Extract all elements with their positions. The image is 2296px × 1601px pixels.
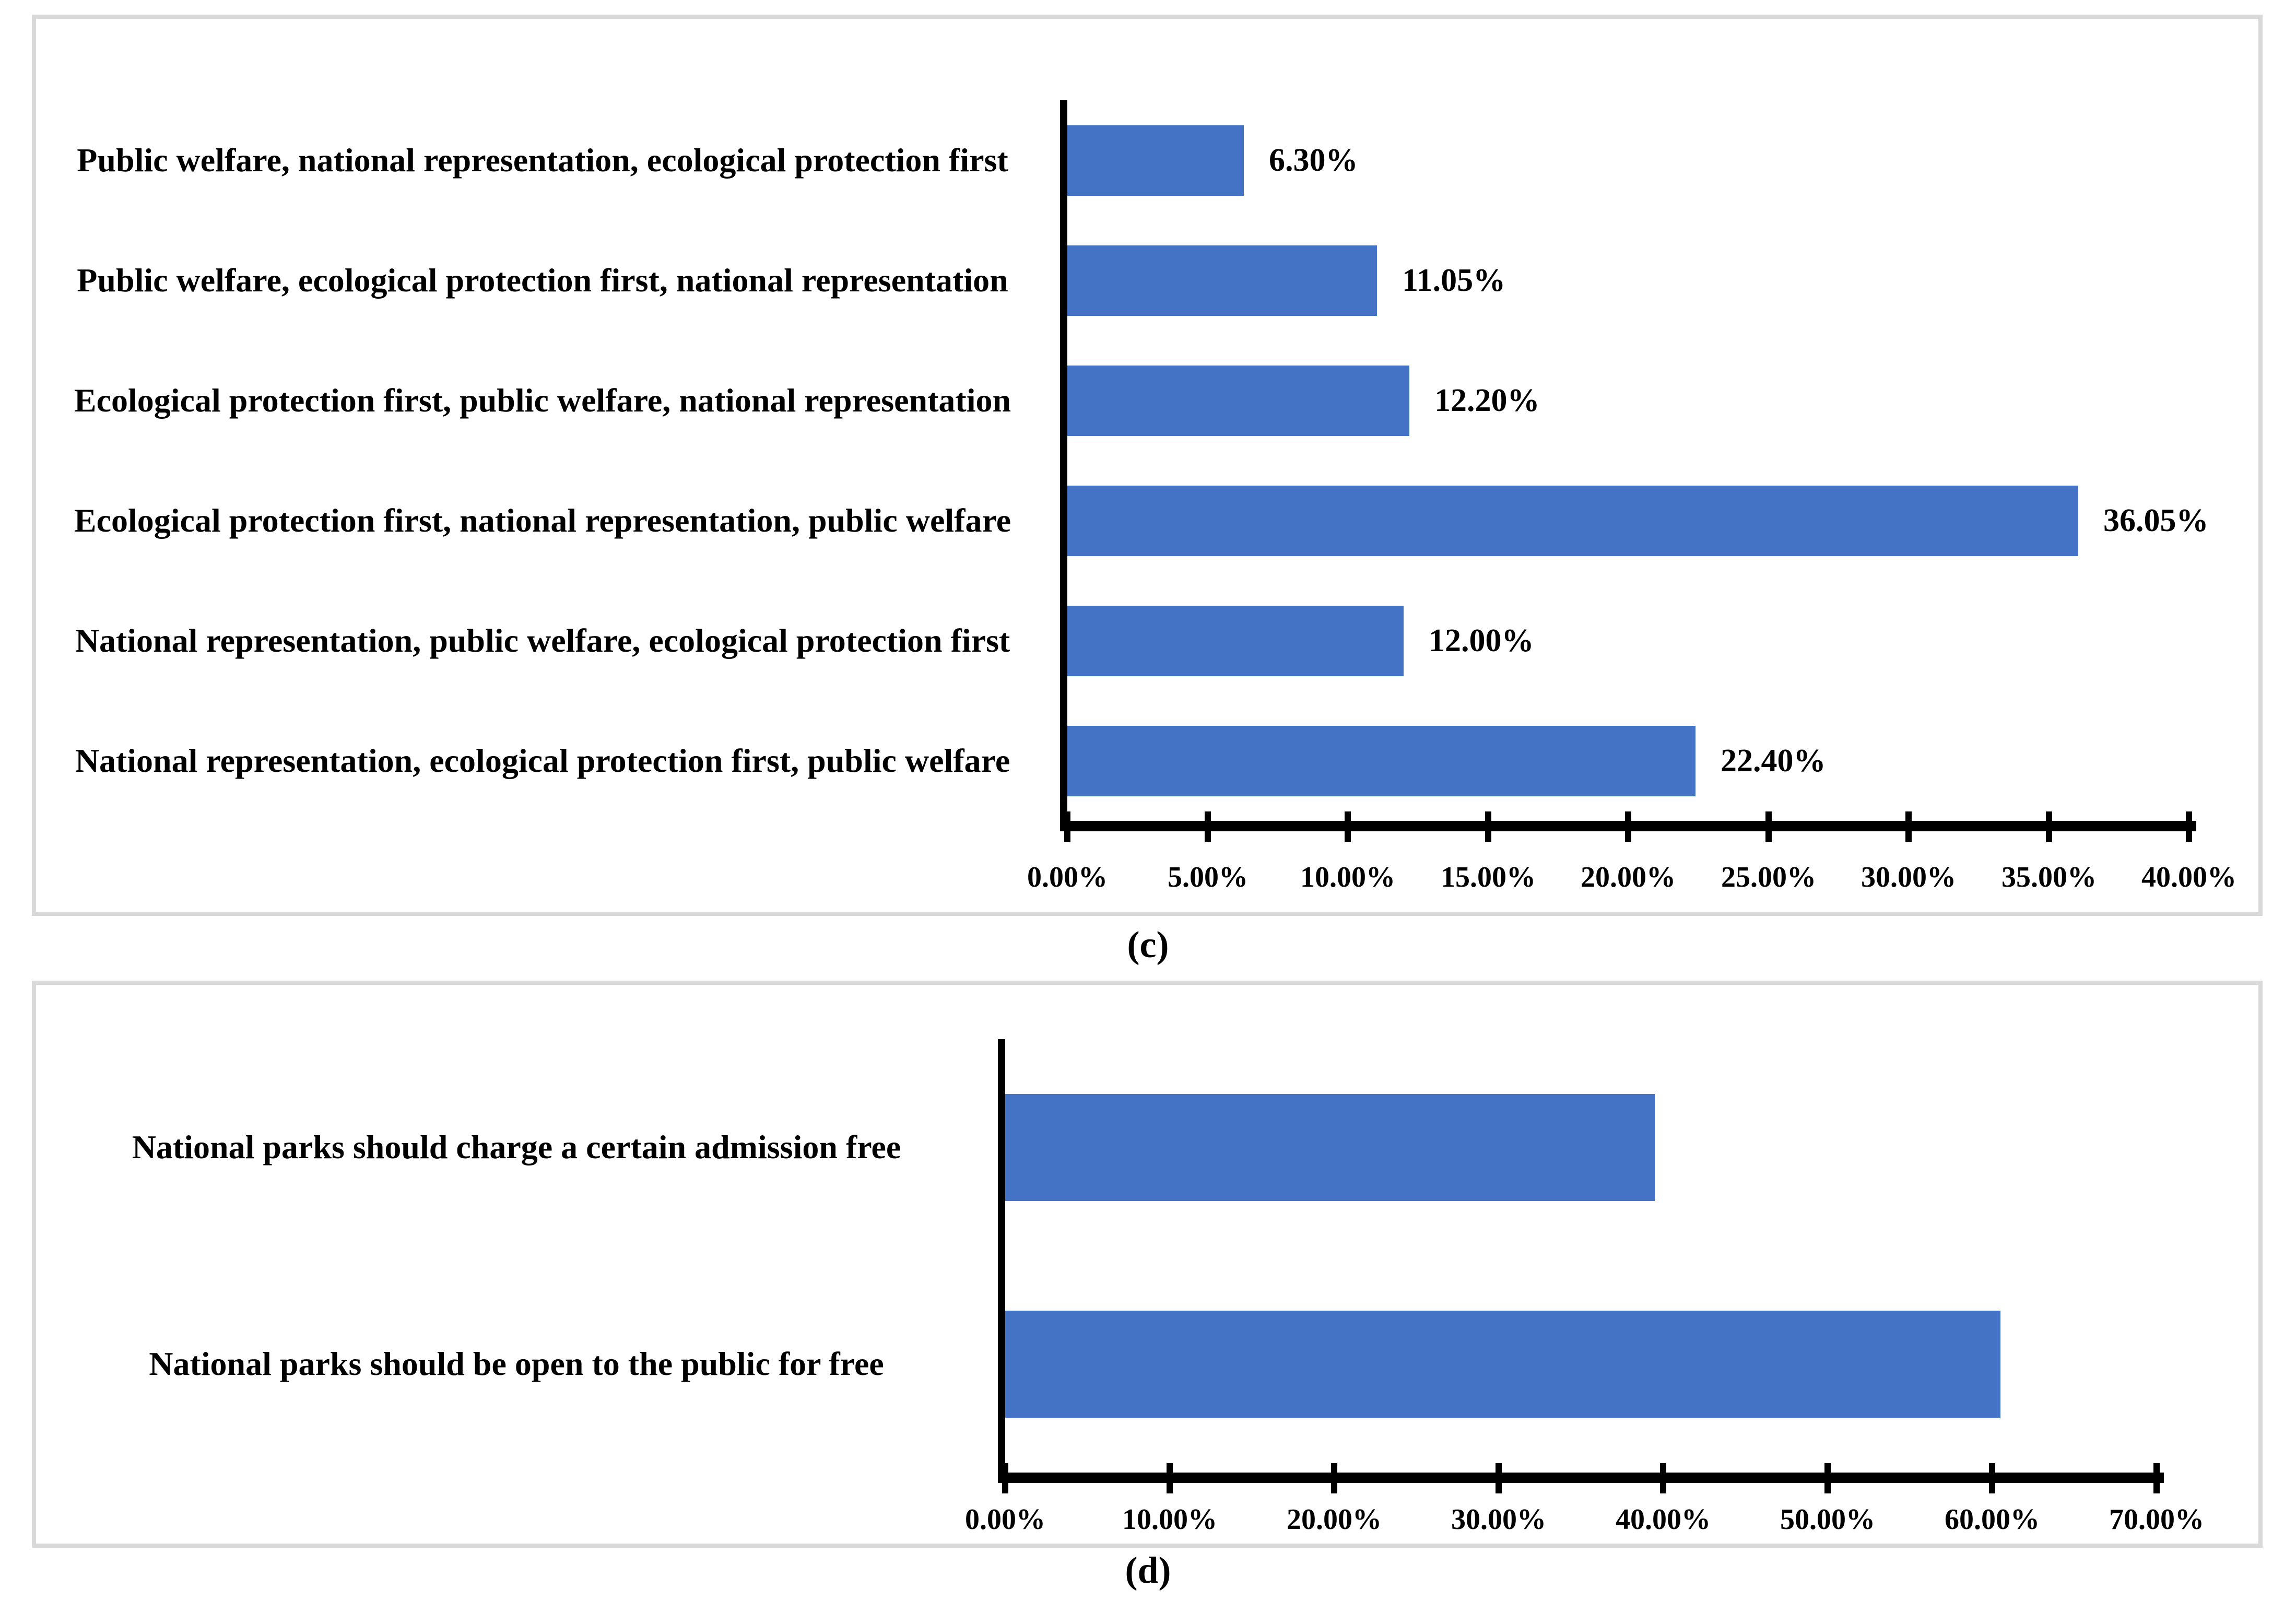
chart-c-panel: Public welfare, national representation,… — [32, 15, 2263, 916]
chart-c-bar-value-label: 12.20% — [1434, 383, 1540, 418]
chart-d-axis-tick-label: 70.00% — [2109, 1503, 2204, 1536]
chart-d-axis-tick-label: 40.00% — [1616, 1503, 1711, 1536]
chart-d-plot-area: National parks should charge a certain a… — [36, 985, 2258, 1544]
chart-c-axis-tick — [1485, 811, 1491, 842]
chart-c-bar-value-label: 12.00% — [1429, 623, 1534, 658]
chart-c-category-label: Ecological protection first, national re… — [74, 501, 1011, 539]
chart-d-axis-tick-label: 50.00% — [1780, 1503, 1875, 1536]
chart-c-axis-tick — [2046, 811, 2052, 842]
chart-d-axis-tick-label: 20.00% — [1287, 1503, 1382, 1536]
chart-c-y-axis — [1060, 100, 1067, 831]
chart-d-axis-tick — [1660, 1463, 1666, 1493]
chart-d-axis-tick — [1824, 1463, 1831, 1493]
chart-d-axis-tick — [1496, 1463, 1502, 1493]
chart-c-axis-tick-label: 10.00% — [1300, 861, 1395, 893]
chart-d-panel: National parks should charge a certain a… — [32, 981, 2263, 1548]
chart-c-axis-tick — [1064, 811, 1070, 842]
chart-c-axis-tick-label: 25.00% — [1721, 861, 1816, 893]
chart-c-axis-tick-label: 35.00% — [2001, 861, 2097, 893]
chart-c-axis-tick — [2186, 811, 2192, 842]
chart-d-category-label: National parks should be open to the pub… — [149, 1345, 884, 1383]
chart-c-bar — [1067, 486, 2078, 556]
chart-d-axis-tick-label: 10.00% — [1122, 1503, 1217, 1536]
chart-c-bar-value-label: 22.40% — [1721, 743, 1826, 779]
chart-d-axis-tick-label: 60.00% — [1945, 1503, 2040, 1536]
chart-c-category-label: Public welfare, ecological protection fi… — [77, 261, 1008, 299]
chart-d-x-axis — [998, 1473, 2164, 1483]
chart-d-axis-tick-label: 30.00% — [1451, 1503, 1546, 1536]
chart-d-axis-tick — [2153, 1463, 2160, 1493]
chart-d-bar — [1005, 1094, 1655, 1201]
chart-c-axis-tick-label: 5.00% — [1168, 861, 1248, 893]
chart-c-bar — [1067, 245, 1377, 316]
chart-c-category-label: National representation, public welfare,… — [75, 621, 1010, 659]
chart-c-axis-tick-label: 30.00% — [1861, 861, 1956, 893]
chart-d-axis-tick — [1002, 1463, 1008, 1493]
chart-c-axis-tick-label: 15.00% — [1441, 861, 1536, 893]
chart-c-category-label: Public welfare, national representation,… — [77, 141, 1008, 179]
chart-c-axis-tick — [1905, 811, 1912, 842]
chart-d-axis-tick — [1331, 1463, 1337, 1493]
chart-d-caption: (d) — [1125, 1549, 1171, 1591]
chart-c-bar-value-label: 11.05% — [1402, 263, 1506, 298]
chart-c-category-label: National representation, ecological prot… — [75, 741, 1010, 779]
chart-d-y-axis — [998, 1039, 1005, 1483]
chart-c-axis-tick-label: 20.00% — [1581, 861, 1676, 893]
chart-c-category-label: Ecological protection first, public welf… — [74, 381, 1011, 419]
chart-d-bar — [1005, 1311, 2000, 1418]
chart-c-axis-tick — [1765, 811, 1772, 842]
chart-c-axis-tick-label: 40.00% — [2141, 861, 2236, 893]
chart-c-bar — [1067, 726, 1695, 796]
chart-d-axis-tick — [1989, 1463, 1995, 1493]
chart-c-plot-area: Public welfare, national representation,… — [36, 19, 2258, 912]
chart-c-axis-tick — [1625, 811, 1631, 842]
chart-c-axis-tick — [1345, 811, 1351, 842]
chart-c-axis-tick-label: 0.00% — [1027, 861, 1108, 893]
chart-c-bar — [1067, 125, 1244, 196]
chart-d-axis-tick-label: 0.00% — [965, 1503, 1045, 1536]
chart-c-bar — [1067, 606, 1404, 676]
chart-c-bar-value-label: 36.05% — [2103, 503, 2209, 538]
chart-c-axis-tick — [1205, 811, 1211, 842]
chart-d-category-label: National parks should charge a certain a… — [132, 1128, 901, 1166]
chart-d-axis-tick — [1167, 1463, 1173, 1493]
chart-c-bar-value-label: 6.30% — [1269, 143, 1358, 178]
chart-c-caption: (c) — [1127, 924, 1169, 966]
chart-c-bar — [1067, 366, 1409, 436]
